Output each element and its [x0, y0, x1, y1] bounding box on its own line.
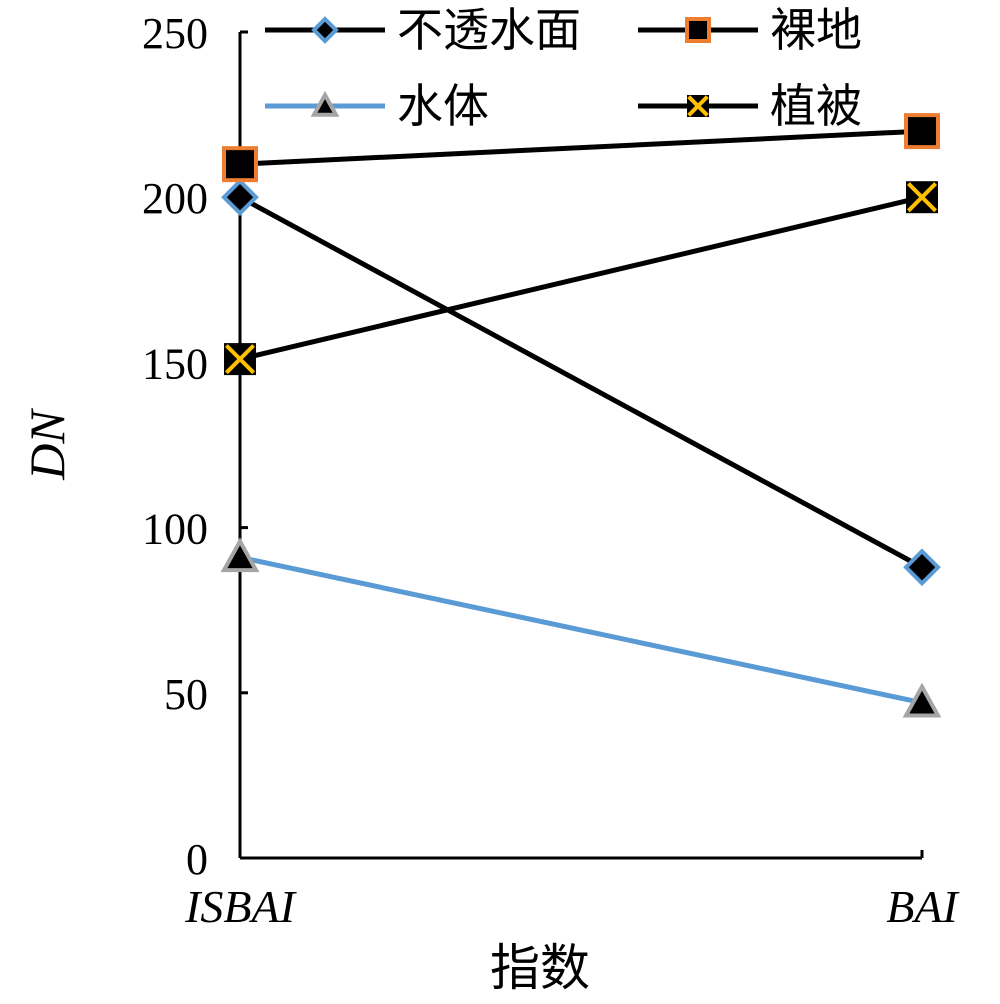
series-lines: [238, 128, 924, 706]
y-tick-label: 0: [186, 835, 208, 884]
legend-item: 不透水面: [265, 3, 581, 57]
series-1-point: [903, 548, 941, 587]
legend-marker: [310, 90, 340, 117]
y-axis-label: DN: [19, 408, 75, 481]
legend-item: 植被: [638, 79, 862, 133]
diamond-shape: [221, 178, 259, 217]
series-2-point: [904, 113, 940, 150]
cross-stroke: [687, 95, 709, 117]
diamond-shape: [903, 548, 941, 587]
series-3-line: [239, 554, 923, 706]
series-4-point: [224, 343, 256, 376]
series-4-point: [906, 181, 938, 214]
legend-item: 水体: [265, 79, 489, 133]
series-markers: [220, 113, 942, 718]
triangle-shape: [220, 537, 260, 573]
series-3-point: [220, 537, 260, 573]
y-tick-label: 50: [164, 670, 208, 719]
legend-marker: [311, 16, 339, 44]
square-shape: [685, 17, 711, 43]
y-tick-label: 250: [142, 9, 208, 58]
legend-label: 裸地: [770, 3, 862, 57]
x-tick-label: ISBAI: [184, 881, 298, 932]
triangle-shape: [902, 682, 942, 718]
axes: 0 50 100 150 200 250 ISBAI BAI: [142, 9, 960, 932]
series-3-point: [902, 682, 942, 718]
y-tick-label: 100: [142, 505, 208, 554]
series-4-line: [239, 194, 923, 362]
x-axis-label: 指数: [490, 939, 590, 997]
legend-item: 裸地: [638, 3, 862, 57]
series-2-point: [222, 146, 258, 183]
y-tick-label: 150: [142, 339, 208, 388]
square-shape: [222, 146, 258, 183]
square-shape: [904, 113, 940, 150]
cross-stroke: [906, 182, 938, 213]
y-tick-label: 200: [142, 174, 208, 223]
series-1-point: [221, 178, 259, 217]
legend-marker: [685, 17, 711, 43]
legend-label: 植被: [770, 79, 862, 133]
triangle-shape: [310, 90, 340, 117]
series-2-line: [239, 128, 923, 167]
legend-label: 不透水面: [397, 3, 581, 57]
series-1-line: [238, 195, 924, 570]
legend-label: 水体: [397, 79, 489, 133]
x-tick-label: BAI: [886, 881, 960, 932]
cross-stroke: [224, 344, 256, 375]
diamond-shape: [311, 16, 339, 44]
legend-marker: [687, 95, 709, 117]
